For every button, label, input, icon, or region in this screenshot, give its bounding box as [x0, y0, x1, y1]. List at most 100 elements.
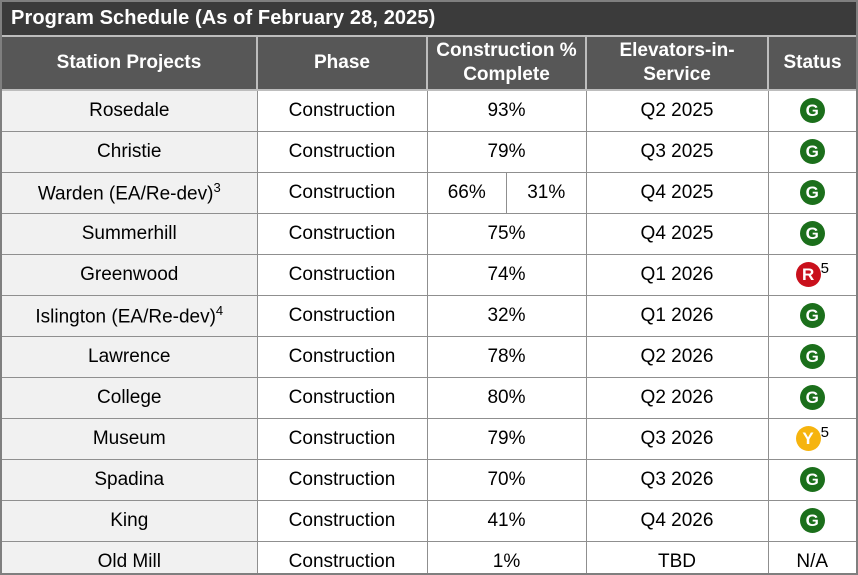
station-name: Lawrence — [88, 345, 171, 367]
station-name: Museum — [92, 427, 166, 449]
phase-cell: Construction — [256, 499, 428, 542]
station-name: Summerhill — [81, 222, 177, 244]
elevators-in-service-cell: Q2 2026 — [585, 335, 769, 378]
station-cell: Warden (EA/Re-dev)3 — [2, 171, 258, 214]
status-cell: G — [767, 89, 856, 132]
status-indicator: G — [799, 221, 825, 246]
phase-cell: Construction — [256, 294, 428, 337]
col-header-construction-pct: Construction % Complete — [426, 35, 587, 91]
station-name: College — [97, 386, 162, 408]
elevators-in-service-cell: Q3 2025 — [585, 130, 769, 173]
pct-value: 75% — [487, 222, 526, 244]
status-y-icon: Y — [795, 426, 821, 451]
elevators-in-service-cell: Q2 2026 — [585, 376, 769, 419]
station-name: Warden (EA/Re-dev) — [37, 183, 214, 205]
station-cell: Islington (EA/Re-dev)4 — [2, 294, 258, 337]
elevators-in-service-cell: Q3 2026 — [585, 458, 769, 501]
station-cell: Spadina — [2, 458, 258, 501]
phase-cell: Construction — [256, 212, 428, 255]
table-row: College Construction 80% Q2 2026 G — [2, 376, 856, 419]
station-name: Spadina — [94, 468, 165, 490]
pct-value-left: 66% — [447, 181, 486, 203]
status-footnote: 5 — [820, 424, 829, 441]
elevators-in-service-cell: Q1 2026 — [585, 253, 769, 296]
status-g-icon: G — [799, 180, 825, 205]
phase-cell: Construction — [256, 253, 428, 296]
status-r-icon: R — [795, 262, 821, 287]
station-cell: Lawrence — [2, 335, 258, 378]
station-name: King — [110, 509, 149, 531]
status-indicator: G — [799, 344, 825, 369]
status-indicator: G — [799, 180, 825, 205]
pct-value: 79% — [487, 140, 526, 162]
station-cell: King — [2, 499, 258, 542]
table-body: Rosedale Construction 93% Q2 2025 G Chri… — [2, 89, 856, 573]
table-row: Rosedale Construction 93% Q2 2025 G — [2, 89, 856, 132]
status-cell: G — [767, 458, 856, 501]
status-cell: G — [767, 171, 856, 214]
station-cell: Rosedale — [2, 89, 258, 132]
status-indicator: G — [799, 139, 825, 164]
pct-value: 78% — [487, 345, 526, 367]
status-text: N/A — [796, 550, 829, 572]
table-row: Spadina Construction 70% Q3 2026 G — [2, 458, 856, 501]
status-footnote: 5 — [820, 260, 829, 277]
pct-value: 1% — [492, 550, 521, 572]
status-g-icon: G — [799, 344, 825, 369]
station-footnote: 3 — [213, 179, 221, 195]
status-indicator: G — [799, 508, 825, 533]
station-name: Rosedale — [89, 99, 170, 121]
phase-cell: Construction — [256, 458, 428, 501]
construction-pct-cell: 80% — [426, 376, 587, 419]
phase-cell: Construction — [256, 335, 428, 378]
station-cell: Summerhill — [2, 212, 258, 255]
status-indicator: G — [799, 467, 825, 492]
pct-value: 70% — [487, 468, 526, 490]
phase-cell: Construction — [256, 417, 428, 460]
status-indicator: G — [799, 98, 825, 124]
station-name: Old Mill — [97, 550, 161, 572]
construction-pct-cell: 70% — [426, 458, 587, 501]
table-row: Old Mill Construction 1% TBD N/A — [2, 540, 856, 573]
station-name: Greenwood — [80, 263, 179, 285]
table-row: Summerhill Construction 75% Q4 2025 G — [2, 212, 856, 255]
station-cell: Christie — [2, 130, 258, 173]
pct-value: 32% — [487, 304, 526, 326]
elevators-in-service-cell: Q4 2026 — [585, 499, 769, 542]
pct-value-right: 31% — [506, 172, 586, 213]
elevators-in-service-cell: Q2 2025 — [585, 89, 769, 132]
status-indicator: N/A — [796, 551, 828, 573]
table-title-bar: Program Schedule (As of February 28, 202… — [2, 2, 856, 35]
station-cell: Old Mill — [2, 540, 258, 573]
status-g-icon: G — [799, 98, 825, 124]
status-g-icon: G — [799, 303, 825, 328]
pct-value: 93% — [487, 99, 526, 121]
station-name: Islington (EA/Re-dev) — [35, 306, 216, 328]
status-g-icon: G — [799, 508, 825, 533]
pct-value: 41% — [487, 509, 526, 531]
construction-pct-cell: 32% — [426, 294, 587, 337]
status-indicator: G — [799, 303, 825, 328]
table-row: Islington (EA/Re-dev)4 Construction 32% … — [2, 294, 856, 337]
col-header-elevators-in-service: Elevators-in-Service — [585, 35, 769, 91]
pct-value: 74% — [487, 263, 526, 285]
station-name: Christie — [97, 140, 162, 162]
construction-pct-cell: 41% — [426, 499, 587, 542]
program-schedule-table: Station Projects Phase Construction % Co… — [2, 35, 856, 573]
pct-value: 79% — [487, 427, 526, 449]
phase-cell: Construction — [256, 376, 428, 419]
construction-pct-cell: 1% — [426, 540, 587, 573]
phase-cell: Construction — [256, 130, 428, 173]
construction-pct-cell: 66% 31% — [426, 171, 587, 214]
status-cell: N/A — [767, 540, 856, 573]
elevators-in-service-cell: TBD — [585, 540, 769, 573]
station-cell: College — [2, 376, 258, 419]
table-row: Lawrence Construction 78% Q2 2026 G — [2, 335, 856, 378]
status-g-icon: G — [799, 221, 825, 246]
phase-cell: Construction — [256, 540, 428, 573]
